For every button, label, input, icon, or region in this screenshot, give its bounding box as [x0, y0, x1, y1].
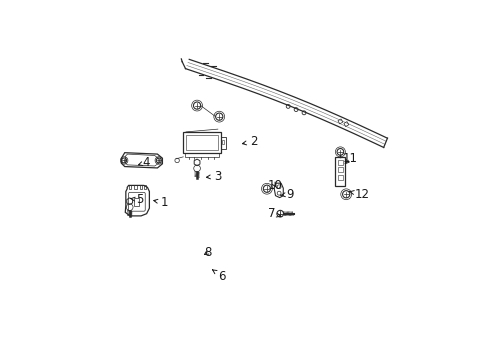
Bar: [185, 153, 219, 157]
Text: 5: 5: [130, 193, 144, 206]
Text: 1: 1: [154, 196, 169, 209]
Bar: [183, 132, 220, 153]
Bar: [134, 198, 139, 207]
Bar: [338, 159, 343, 165]
Bar: [220, 138, 225, 149]
Text: 11: 11: [343, 152, 358, 165]
Bar: [186, 135, 218, 150]
Text: 9: 9: [280, 188, 294, 201]
Text: 10: 10: [268, 179, 283, 193]
Bar: [338, 119, 343, 124]
Text: 3: 3: [206, 170, 221, 183]
Bar: [129, 185, 131, 189]
Bar: [344, 122, 349, 126]
Text: 2: 2: [243, 135, 257, 148]
Text: 12: 12: [349, 188, 370, 201]
Bar: [140, 185, 142, 189]
Bar: [134, 185, 137, 189]
Text: 6: 6: [213, 270, 225, 283]
Text: 4: 4: [139, 156, 150, 169]
Bar: [335, 157, 345, 186]
Bar: [144, 185, 147, 189]
Bar: [338, 167, 343, 172]
Bar: [338, 175, 343, 180]
Text: 7: 7: [268, 207, 281, 220]
Text: 8: 8: [204, 246, 211, 259]
Bar: [222, 140, 224, 144]
